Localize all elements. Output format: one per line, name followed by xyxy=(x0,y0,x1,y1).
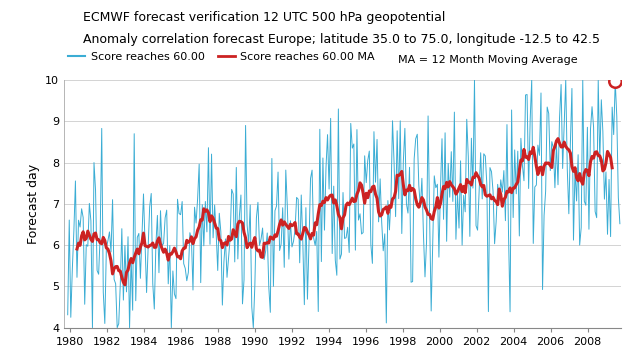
Text: MA = 12 Month Moving Average: MA = 12 Month Moving Average xyxy=(398,55,578,65)
Text: ECMWF forecast verification 12 UTC 500 hPa geopotential: ECMWF forecast verification 12 UTC 500 h… xyxy=(83,11,445,24)
Legend: Score reaches 60.00, Score reaches 60.00 MA: Score reaches 60.00, Score reaches 60.00… xyxy=(64,48,379,67)
Y-axis label: Forecast day: Forecast day xyxy=(27,164,40,244)
Text: Anomaly correlation forecast Europe; latitude 35.0 to 75.0, longitude -12.5 to 4: Anomaly correlation forecast Europe; lat… xyxy=(83,33,600,46)
